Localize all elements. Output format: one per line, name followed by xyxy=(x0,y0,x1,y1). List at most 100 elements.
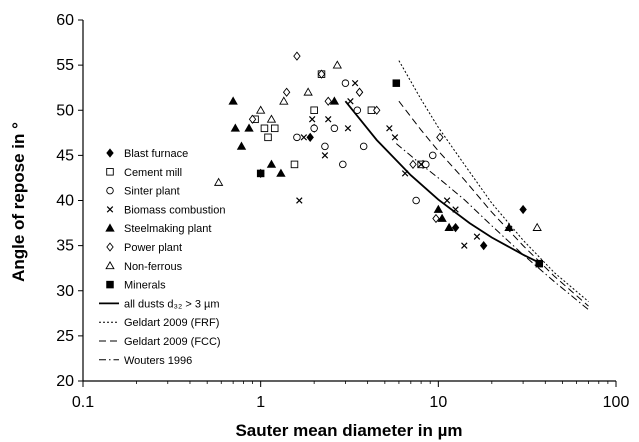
point-sinter-plant xyxy=(359,142,368,151)
legend-marker xyxy=(106,242,114,252)
point-blast-furnace xyxy=(451,222,460,233)
point-biomass-combustion xyxy=(300,134,308,141)
legend-label: Geldart 2009 (FCC) xyxy=(124,336,221,348)
point-steelmaking-plant xyxy=(437,213,447,222)
point-biomass-combustion xyxy=(452,206,459,213)
legend-label: Non-ferrous xyxy=(124,261,183,273)
point-biomass-combustion xyxy=(296,197,303,204)
point-steelmaking-plant xyxy=(504,222,514,231)
point-biomass-combustion xyxy=(473,233,481,240)
point-blast-furnace xyxy=(519,204,527,215)
legend-label: Cement mill xyxy=(124,167,182,179)
point-non-ferrous xyxy=(332,60,342,69)
point-power-plant xyxy=(432,213,440,224)
legend-label: Biomass combustion xyxy=(124,204,226,216)
point-biomass-combustion xyxy=(401,170,409,177)
x-tick-label: 1 xyxy=(256,394,265,411)
legend-marker xyxy=(105,223,115,232)
y-tick-label: 60 xyxy=(56,12,74,29)
point-minerals xyxy=(256,169,265,178)
point-minerals xyxy=(392,79,401,87)
point-biomass-combustion xyxy=(344,125,352,132)
point-steelmaking-plant xyxy=(236,141,247,150)
point-non-ferrous xyxy=(279,96,289,105)
legend-label: Steelmaking plant xyxy=(124,223,211,235)
point-biomass-combustion xyxy=(461,242,468,249)
point-biomass-combustion xyxy=(386,125,393,132)
point-steelmaking-plant xyxy=(228,96,238,105)
point-steelmaking-plant xyxy=(329,96,340,105)
point-power-plant xyxy=(248,114,257,124)
point-blast-furnace xyxy=(306,132,314,142)
point-sinter-plant xyxy=(353,106,362,114)
point-power-plant xyxy=(373,105,381,115)
point-steelmaking-plant xyxy=(276,168,286,177)
legend-marker xyxy=(106,168,114,176)
x-tick-label: 0.1 xyxy=(72,394,94,411)
point-steelmaking-plant xyxy=(244,123,254,132)
legend-marker xyxy=(106,148,114,158)
point-power-plant xyxy=(282,87,291,97)
fit-curves xyxy=(344,60,589,311)
legend-label: Blast furnace xyxy=(124,148,188,160)
point-sinter-plant xyxy=(330,124,339,133)
y-tick-label: 35 xyxy=(56,238,74,255)
point-biomass-combustion xyxy=(324,116,332,123)
point-biomass-combustion xyxy=(351,79,359,87)
point-biomass-combustion xyxy=(321,152,329,159)
point-steelmaking-plant xyxy=(230,123,240,132)
point-power-plant xyxy=(436,132,444,142)
axes: 20 25 30 35 40 45 50 55 60 0.1 1 10 100 xyxy=(56,12,629,411)
y-tick-label: 45 xyxy=(56,147,74,164)
x-tick-label: 10 xyxy=(429,394,447,411)
legend: Blast furnace Cement mill Sinter plant Biom… xyxy=(99,148,226,367)
point-power-plant xyxy=(324,96,332,106)
curve-dashdot xyxy=(395,143,589,311)
point-non-ferrous xyxy=(266,114,277,123)
point-power-plant xyxy=(293,51,301,61)
point-non-ferrous xyxy=(213,177,224,186)
point-cement-mill xyxy=(270,124,279,133)
point-sinter-plant xyxy=(293,133,301,142)
point-blast-furnace xyxy=(479,241,488,251)
y-tick-label: 25 xyxy=(56,328,74,345)
legend-label: Power plant xyxy=(124,242,182,254)
point-non-ferrous xyxy=(255,105,266,114)
y-axis-title: Angle of repose in ° xyxy=(9,122,28,282)
y-tick-label: 55 xyxy=(56,57,74,74)
point-sinter-plant xyxy=(321,142,329,151)
curve-dotted xyxy=(398,60,589,302)
point-sinter-plant xyxy=(422,160,430,169)
point-steelmaking-plant xyxy=(444,222,454,231)
point-biomass-combustion xyxy=(308,116,316,123)
point-biomass-combustion xyxy=(417,161,425,168)
point-sinter-plant xyxy=(412,196,420,205)
point-biomass-combustion xyxy=(347,98,354,105)
point-sinter-plant xyxy=(428,151,437,160)
y-tick-label: 30 xyxy=(56,283,74,300)
point-power-plant xyxy=(355,87,364,97)
point-cement-mill xyxy=(290,160,299,169)
legend-label: Geldart 2009 (FRF) xyxy=(124,317,219,329)
legend-marker xyxy=(106,186,114,195)
point-power-plant xyxy=(409,159,417,170)
legend-marker xyxy=(106,206,114,213)
x-axis-title: Sauter mean diameter in µm xyxy=(235,421,462,440)
point-non-ferrous xyxy=(303,87,313,96)
legend-label: all dusts d₃₂ > 3 µm xyxy=(124,298,220,310)
point-sinter-plant xyxy=(310,124,318,133)
y-tick-label: 50 xyxy=(56,102,74,119)
point-biomass-combustion xyxy=(391,134,399,141)
curve-dashed xyxy=(398,100,589,307)
point-steelmaking-plant xyxy=(433,204,444,213)
point-cement-mill xyxy=(260,124,269,133)
point-non-ferrous xyxy=(532,222,542,231)
point-cement-mill xyxy=(264,133,272,142)
point-sinter-plant xyxy=(339,160,347,169)
y-tick-label: 20 xyxy=(56,373,74,390)
y-tick-label: 40 xyxy=(56,193,74,210)
legend-label: Minerals xyxy=(124,280,166,292)
point-biomass-combustion xyxy=(443,197,451,204)
point-cement-mill xyxy=(310,106,318,114)
data-points xyxy=(213,51,544,268)
